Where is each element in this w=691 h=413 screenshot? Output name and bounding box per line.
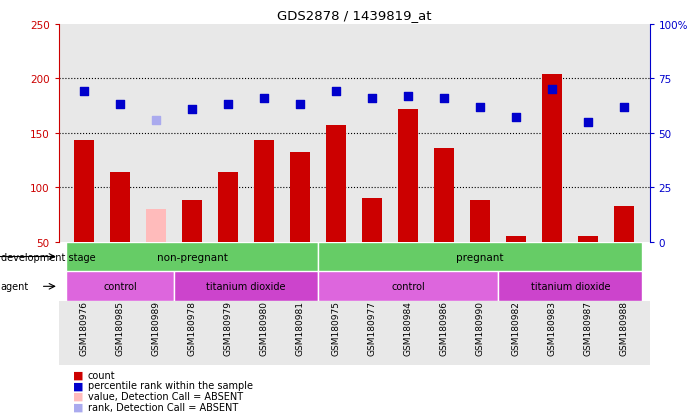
Bar: [218, 173, 238, 242]
Text: control: control: [391, 282, 425, 292]
Text: titanium dioxide: titanium dioxide: [207, 282, 286, 292]
Bar: [362, 199, 382, 242]
Bar: [434, 149, 454, 242]
Bar: [254, 141, 274, 242]
Bar: [174, 272, 318, 301]
Point: [619, 104, 630, 111]
Text: percentile rank within the sample: percentile rank within the sample: [88, 380, 253, 390]
Point: [151, 117, 162, 123]
Point: [583, 119, 594, 126]
Text: value, Detection Call = ABSENT: value, Detection Call = ABSENT: [88, 391, 243, 401]
Point: [511, 115, 522, 121]
Bar: [66, 242, 318, 272]
Point: [258, 95, 269, 102]
Bar: [182, 201, 202, 242]
Text: count: count: [88, 370, 115, 380]
Point: [187, 106, 198, 113]
Bar: [318, 272, 498, 301]
Point: [439, 95, 450, 102]
Bar: [542, 75, 562, 242]
Point: [475, 104, 486, 111]
Title: GDS2878 / 1439819_at: GDS2878 / 1439819_at: [277, 9, 431, 22]
Text: control: control: [103, 282, 137, 292]
Bar: [290, 153, 310, 242]
Bar: [318, 242, 643, 272]
Text: development stage: development stage: [1, 252, 95, 262]
Point: [294, 102, 305, 109]
Text: pregnant: pregnant: [457, 252, 504, 262]
Bar: [614, 206, 634, 242]
Text: ■: ■: [73, 402, 83, 412]
Point: [330, 89, 341, 95]
Point: [223, 102, 234, 109]
Bar: [398, 109, 418, 242]
Bar: [578, 237, 598, 242]
Point: [367, 95, 378, 102]
Text: non-pregnant: non-pregnant: [157, 252, 227, 262]
Text: ■: ■: [73, 391, 83, 401]
Bar: [146, 209, 166, 242]
Bar: [507, 237, 526, 242]
Bar: [326, 126, 346, 242]
Bar: [66, 272, 174, 301]
Point: [115, 102, 126, 109]
Text: agent: agent: [1, 282, 29, 292]
Bar: [74, 141, 94, 242]
Bar: [110, 173, 130, 242]
Text: ■: ■: [73, 380, 83, 390]
Text: rank, Detection Call = ABSENT: rank, Detection Call = ABSENT: [88, 402, 238, 412]
Point: [403, 93, 414, 100]
Text: titanium dioxide: titanium dioxide: [531, 282, 610, 292]
Text: ■: ■: [73, 370, 83, 380]
Bar: [471, 201, 490, 242]
Point: [547, 87, 558, 93]
Bar: [498, 272, 643, 301]
Point: [78, 89, 89, 95]
